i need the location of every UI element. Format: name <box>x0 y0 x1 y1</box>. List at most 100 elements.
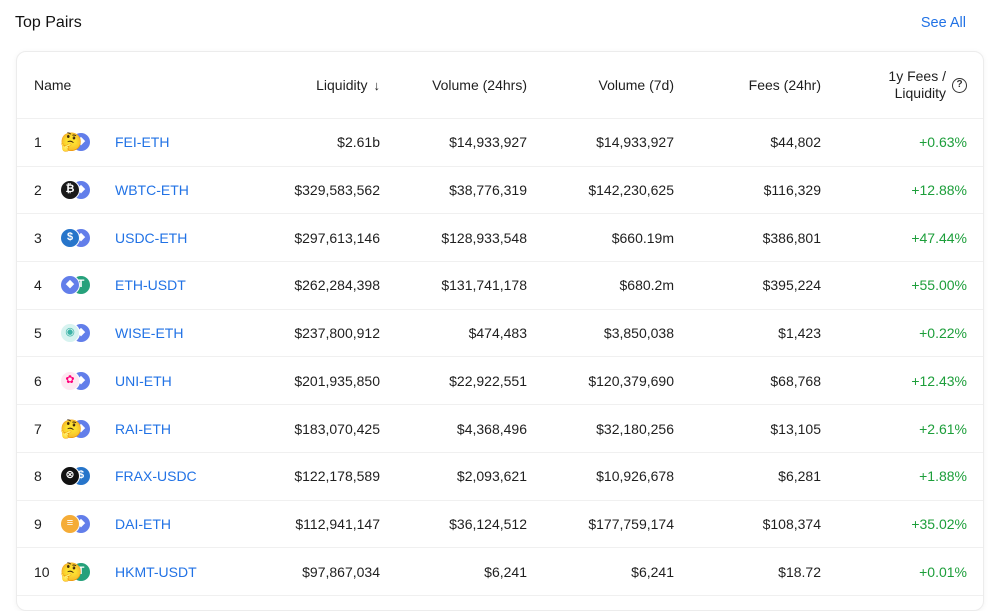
pair-token-icons: 🤔 ◆ <box>60 418 94 440</box>
pair-token-icons: ◉ ◆ <box>60 322 94 344</box>
table-row[interactable]: 2 ₿ ◆ WBTC-ETH $329,583,562 $38,776,319 $142,2… <box>17 167 983 215</box>
fees-24h-value: $395,224 <box>762 277 821 294</box>
table-row[interactable]: 7 🤔 ◆ RAI-ETH $183,070,425 $4,368,496 $32,180,… <box>17 405 983 453</box>
fees-24h-value: $1,423 <box>778 325 821 342</box>
eth-icon: ◆ <box>60 275 80 296</box>
pair-link[interactable]: ETH-USDT <box>115 277 186 294</box>
pair-token-icons: ⊗ $ <box>60 465 94 487</box>
pair-link[interactable]: USDC-ETH <box>115 229 188 246</box>
pair-token-icons: $ ◆ <box>60 227 94 249</box>
row-index: 7 <box>34 420 42 437</box>
liquidity-value: $329,583,562 <box>294 182 380 199</box>
fees-liquidity-value: +55.00% <box>911 277 967 294</box>
row-index: 8 <box>34 468 42 485</box>
volume-24h-value: $131,741,178 <box>441 277 527 294</box>
volume-24h-value: $22,922,551 <box>449 372 527 389</box>
volume-24h-value: $2,093,621 <box>456 468 527 485</box>
row-index: 4 <box>34 277 42 294</box>
usdc-icon: $ <box>60 227 80 248</box>
table-row[interactable]: 4 ◆ T ETH-USDT $262,284,398 $131,741,178 $680.… <box>17 262 983 310</box>
usdt-icon: T <box>71 561 91 582</box>
liquidity-value: $237,800,912 <box>294 325 380 342</box>
fees-liquidity-value: +12.88% <box>911 182 967 199</box>
pair-link[interactable]: WISE-ETH <box>115 325 184 342</box>
volume-7d-value: $32,180,256 <box>596 420 674 437</box>
table-row[interactable]: 10 🤔 T HKMT-USDT $97,867,034 $6,241 $6,241 $18.… <box>17 548 983 596</box>
volume-24h-value: $4,368,496 <box>456 420 527 437</box>
column-header-fees-24h[interactable]: Fees (24hr) <box>748 77 821 93</box>
row-index: 2 <box>34 182 42 199</box>
liquidity-value: $297,613,146 <box>294 229 380 246</box>
row-index: 6 <box>34 372 42 389</box>
table-header-row: Name Liquidity ↓ Volume (24hrs) Volume (7… <box>17 52 983 119</box>
pair-token-icons: 🤔 ◆ <box>60 131 94 153</box>
eth-icon: ◆ <box>71 132 91 153</box>
fees-24h-value: $18.72 <box>778 563 821 580</box>
column-header-liquidity-label: Liquidity <box>316 77 368 93</box>
pair-link[interactable]: HKMT-USDT <box>115 563 197 580</box>
row-index: 5 <box>34 325 42 342</box>
liquidity-value: $2.61b <box>337 134 380 151</box>
fees-liquidity-value: +0.22% <box>919 325 967 342</box>
page-title: Top Pairs <box>15 14 82 31</box>
fees-liquidity-value: +2.61% <box>919 420 967 437</box>
dai-icon: ≡ <box>60 513 80 534</box>
pair-link[interactable]: UNI-ETH <box>115 372 172 389</box>
fees-24h-value: $68,768 <box>770 372 821 389</box>
volume-24h-value: $14,933,927 <box>449 134 527 151</box>
pair-link[interactable]: DAI-ETH <box>115 515 171 532</box>
fees-24h-value: $108,374 <box>762 515 821 532</box>
fees-liquidity-value: +0.01% <box>919 563 967 580</box>
sort-arrow-down-icon: ↓ <box>373 78 381 93</box>
column-header-name[interactable]: Name <box>34 77 72 93</box>
liquidity-value: $97,867,034 <box>302 563 380 580</box>
volume-24h-value: $128,933,548 <box>441 229 527 246</box>
fees-24h-value: $386,801 <box>762 229 821 246</box>
volume-7d-value: $120,379,690 <box>588 372 674 389</box>
volume-7d-value: $680.2m <box>619 277 674 294</box>
top-pairs-table: Name Liquidity ↓ Volume (24hrs) Volume (7… <box>16 51 984 611</box>
row-index: 1 <box>34 134 42 151</box>
table-row[interactable]: 5 ◉ ◆ WISE-ETH $237,800,912 $474,483 $3,850,03… <box>17 310 983 358</box>
frax-icon: ⊗ <box>60 466 80 487</box>
volume-7d-value: $142,230,625 <box>588 182 674 199</box>
pair-token-icons: 🤔 T <box>60 561 94 583</box>
table-row[interactable]: 9 ≡ ◆ DAI-ETH $112,941,147 $36,124,512 $177,75… <box>17 501 983 549</box>
column-header-liquidity[interactable]: Liquidity ↓ <box>316 77 380 93</box>
pair-link[interactable]: WBTC-ETH <box>115 182 189 199</box>
pair-link[interactable]: FRAX-USDC <box>115 468 197 485</box>
table-row[interactable]: 6 ✿ ◆ UNI-ETH $201,935,850 $22,922,551 $120,37… <box>17 358 983 406</box>
pair-token-icons: ✿ ◆ <box>60 370 94 392</box>
pair-link[interactable]: FEI-ETH <box>115 134 170 151</box>
table-row[interactable]: 8 ⊗ $ FRAX-USDC $122,178,589 $2,093,621 $10,92… <box>17 453 983 501</box>
fees-24h-value: $13,105 <box>770 420 821 437</box>
liquidity-value: $183,070,425 <box>294 420 380 437</box>
pair-token-icons: ≡ ◆ <box>60 513 94 535</box>
column-header-volume-24h[interactable]: Volume (24hrs) <box>432 77 527 93</box>
column-header-volume-7d[interactable]: Volume (7d) <box>598 77 674 93</box>
fees-24h-value: $6,281 <box>778 468 821 485</box>
volume-24h-value: $474,483 <box>468 325 527 342</box>
thinking-emoji-icon: 🤔 <box>60 418 83 439</box>
liquidity-value: $201,935,850 <box>294 372 380 389</box>
fees-24h-value: $116,329 <box>763 182 821 199</box>
fees-liquidity-value: +1.88% <box>919 468 967 485</box>
see-all-link[interactable]: See All <box>920 15 966 31</box>
fees-liquidity-line1: 1y Fees / <box>888 68 946 84</box>
column-header-fees-liquidity-label: 1y Fees / Liquidity <box>888 68 946 102</box>
fees-liquidity-value: +35.02% <box>911 515 967 532</box>
pair-link[interactable]: RAI-ETH <box>115 420 171 437</box>
table-row[interactable]: 1 🤔 ◆ FEI-ETH $2.61b $14,933,927 $14,933,927 $4… <box>17 119 983 167</box>
column-header-fees-liquidity[interactable]: 1y Fees / Liquidity ? <box>888 68 967 102</box>
uni-icon: ✿ <box>60 370 80 391</box>
row-index: 10 <box>34 563 50 580</box>
row-index: 9 <box>34 515 42 532</box>
volume-7d-value: $6,241 <box>631 563 674 580</box>
table-row[interactable]: 3 $ ◆ USDC-ETH $297,613,146 $128,933,548 $660.… <box>17 214 983 263</box>
liquidity-value: $112,941,147 <box>295 515 380 532</box>
wbtc-icon: ₿ <box>60 180 80 201</box>
fees-24h-value: $44,802 <box>770 134 821 151</box>
row-index: 3 <box>34 229 42 246</box>
volume-24h-value: $38,776,319 <box>449 182 527 199</box>
help-circle-icon[interactable]: ? <box>952 77 967 93</box>
